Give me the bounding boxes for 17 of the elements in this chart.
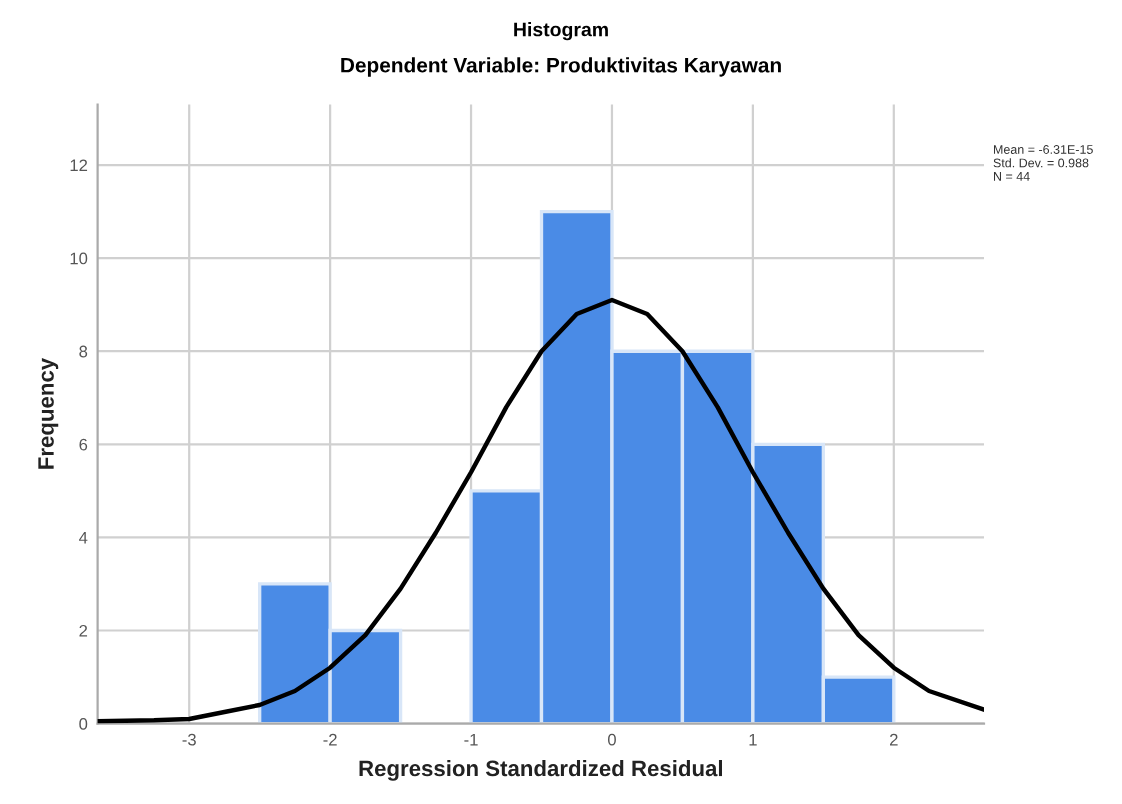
x-tick-label: 1 <box>749 733 757 746</box>
x-tick-label: -2 <box>323 733 337 746</box>
x-tick-label: 0 <box>607 733 616 746</box>
x-tick-label: -1 <box>464 733 478 746</box>
y-tick-label: 10 <box>70 252 88 265</box>
y-tick-label: 12 <box>70 159 88 172</box>
y-axis-title: Frequency <box>38 357 59 469</box>
x-axis-title: Regression Standardized Residual <box>359 759 723 781</box>
y-tick-label: 6 <box>79 438 88 451</box>
y-tick-label: 2 <box>79 624 88 637</box>
chart-subtitle: Dependent Variable: Produktivitas Karyawan <box>341 57 781 77</box>
y-tick-label: 4 <box>79 531 88 544</box>
y-tick-label: 8 <box>79 345 88 358</box>
chart-title: Histogram <box>514 22 608 41</box>
x-tick-label: 2 <box>890 733 898 746</box>
y-tick-label: 0 <box>79 718 88 730</box>
x-tick-label: -3 <box>182 733 196 746</box>
